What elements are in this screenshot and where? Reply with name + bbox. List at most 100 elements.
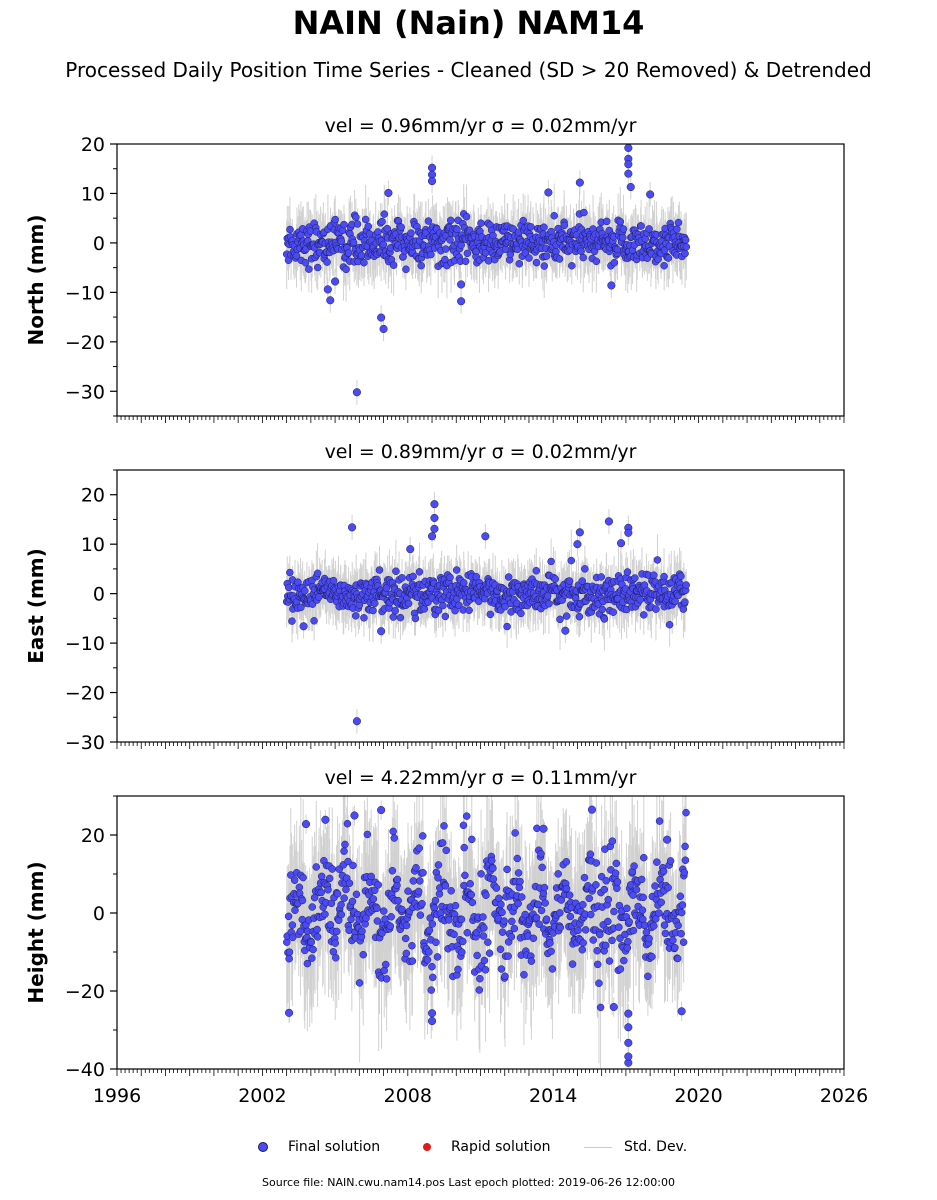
data-point [427,1009,437,1018]
y-tick-label: 20 [81,485,105,507]
data-point [482,891,490,899]
data-point [532,566,541,575]
final-solution-points [283,805,690,1067]
rapid-solution-marker-icon [423,1143,431,1151]
data-point [415,568,424,576]
data-point [419,869,427,877]
data-point [310,617,318,625]
data-point [539,824,548,833]
data-point [355,979,364,987]
x-minor-ticks [116,416,845,423]
data-points-group [283,796,690,1069]
data-point [428,973,437,982]
data-point [613,245,622,254]
y-tick-label: −30 [65,732,105,754]
data-point [402,265,410,274]
data-point [351,612,360,620]
data-point [427,177,437,186]
data-point [640,921,649,930]
data-point [375,566,384,574]
data-point [369,606,377,615]
data-point [307,938,315,946]
data-point [682,243,691,251]
data-point [673,954,682,963]
data-point [457,280,466,289]
data-point [631,574,639,582]
data-point [593,960,602,969]
data-point [291,906,299,914]
data-point [333,889,342,898]
data-point [455,601,463,610]
data-point [411,614,420,623]
data-point [460,843,468,852]
axes-frame [116,143,845,417]
data-point [362,914,370,922]
data-point [459,821,468,830]
data-point [367,872,375,881]
data-point [453,225,461,234]
data-point [537,906,546,915]
data-point [473,951,481,960]
data-point [673,225,681,233]
panel-3: 20 0 −20 −40 Height (mm) vel = 4.22mm/yr σ = … [24,767,868,1107]
data-point [501,602,509,611]
data-point [331,277,340,286]
data-point [504,573,513,581]
data-point [626,182,635,192]
data-point [441,612,450,621]
data-point [326,296,335,305]
data-point [664,254,673,262]
data-point [412,864,420,872]
data-point [457,241,465,249]
data-point [629,891,637,899]
data-point [479,913,487,921]
data-point [677,929,685,938]
data-point [541,899,549,907]
y-axis-label: East (mm) [24,548,48,664]
data-point [328,865,336,873]
data-point [459,579,468,587]
data-point [326,921,335,929]
data-point [485,949,494,957]
data-point [671,944,679,952]
data-point [408,942,416,950]
data-point [381,960,390,969]
x-tick-label: 2014 [529,1085,577,1107]
data-point [430,524,439,533]
data-point [568,960,577,968]
data-point [665,620,674,629]
data-point [397,223,405,231]
data-point [659,867,668,876]
data-point [461,871,469,880]
data-point [463,928,472,937]
x-minor-ticks [116,742,845,749]
data-point [613,884,621,893]
data-point [442,846,450,855]
data-point [323,285,332,294]
data-point [373,904,381,913]
data-point [640,611,648,619]
data-point [321,815,330,824]
data-point [309,945,317,954]
data-point [401,934,410,943]
data-point [575,528,584,537]
data-point [593,947,601,955]
data-point [313,569,322,578]
data-point [615,923,623,931]
data-point [580,208,588,217]
data-point [450,930,458,939]
data-point [503,622,511,631]
data-point [624,1023,633,1032]
data-point [454,965,462,974]
data-point [648,952,656,961]
data-point [466,880,474,888]
data-point [609,1002,618,1012]
data-point [589,936,597,944]
data-point [515,260,524,268]
data-point [398,905,406,914]
x-tick-label: 2008 [384,1085,432,1107]
data-point [616,217,625,226]
data-point [409,572,417,581]
data-point [663,835,672,844]
data-point [402,949,411,958]
